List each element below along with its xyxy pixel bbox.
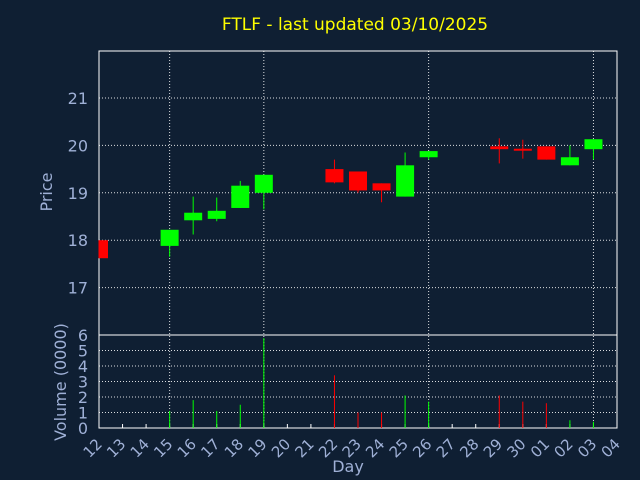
price-tick-label: 19 [68,184,88,203]
price-tick-label: 18 [68,231,88,250]
price-tick-label: 20 [68,136,88,155]
candle-body [584,139,603,150]
candle-body [254,174,273,193]
candle-body [184,212,203,221]
candle-body [396,165,415,197]
candle-body [372,183,391,191]
candle-body [513,148,532,151]
candle-body [160,229,179,246]
volume-tick-label: 5 [78,342,88,361]
candle-body [349,171,367,191]
candle-body [207,210,226,219]
candle-body [490,146,509,150]
volume-tick-label: 3 [78,373,88,392]
candle-body [537,146,556,160]
candles [98,138,603,259]
price-axis-label: Price [37,172,56,211]
candle-body [325,169,344,183]
candle-body [99,240,108,259]
volume-tick-label: 6 [78,326,88,345]
candle-body [560,157,579,166]
candle-body [231,185,250,208]
x-axis-label: Day [332,457,364,476]
volume-bars [169,338,594,428]
volume-tick-label: 4 [78,357,88,376]
price-tick-label: 21 [68,89,88,108]
volume-axis-label: Volume (0000) [51,323,70,441]
price-tick-label: 17 [68,279,88,298]
chart-title: FTLF - last updated 03/10/2025 [222,15,488,35]
candle-body [419,151,438,158]
volume-tick-label: 2 [78,388,88,407]
volume-tick-label: 1 [78,404,88,423]
volume-tick-label: 0 [78,419,88,438]
